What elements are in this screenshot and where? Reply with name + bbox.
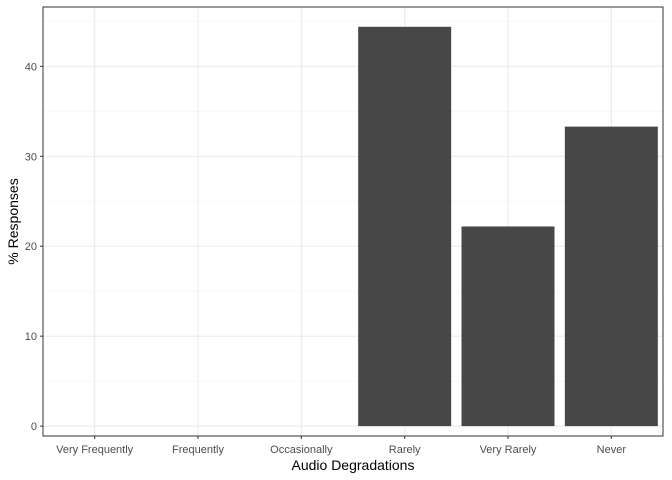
y-tick-label: 20 xyxy=(25,241,37,253)
y-tick-label: 10 xyxy=(25,331,37,343)
y-tick-label: 0 xyxy=(31,421,37,433)
panel-border xyxy=(42,6,664,437)
x-tick-label: Occasionally xyxy=(270,444,333,456)
x-axis-title: Audio Degradations xyxy=(292,457,415,473)
x-tick-label: Very Frequently xyxy=(56,444,134,456)
bar xyxy=(461,226,555,427)
y-tick-label: 30 xyxy=(25,151,37,163)
x-axis-ticks: Very Frequently Frequently Occasionally Rar… xyxy=(56,436,626,456)
y-axis-title: % Responses xyxy=(5,178,21,264)
y-axis-ticks: 0 10 20 30 40 xyxy=(25,61,43,433)
x-tick-label: Very Rarely xyxy=(480,444,537,456)
x-tick-label: Never xyxy=(597,444,627,456)
bar xyxy=(358,26,452,427)
bars xyxy=(358,26,658,427)
y-tick-label: 40 xyxy=(25,61,37,73)
bar xyxy=(564,126,658,427)
x-tick-label: Rarely xyxy=(389,444,421,456)
x-tick-label: Frequently xyxy=(172,444,224,456)
